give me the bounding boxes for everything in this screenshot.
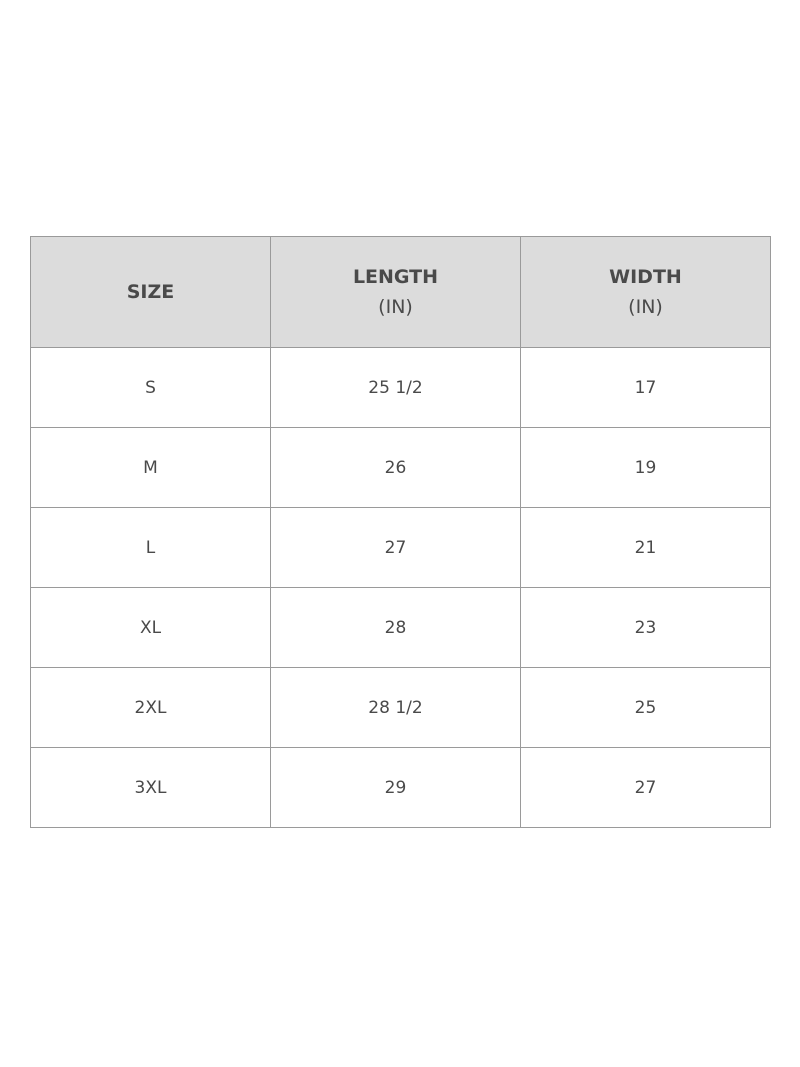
table-row: 2XL 28 1/2 25 — [30, 667, 771, 748]
table-cell: 2XL — [30, 667, 271, 748]
header-title: WIDTH — [609, 266, 682, 288]
header-cell: LENGTH (IN) — [270, 236, 521, 348]
table-row: M 26 19 — [30, 427, 771, 508]
table-header: SIZE LENGTH (IN) WIDTH (IN) — [30, 236, 771, 348]
table-cell: L — [30, 507, 271, 588]
table-cell: 29 — [270, 747, 521, 828]
table-cell: 23 — [520, 587, 771, 668]
header-title: SIZE — [126, 281, 175, 303]
table-cell: 3XL — [30, 747, 271, 828]
header-title: LENGTH — [352, 266, 439, 288]
table-cell: 27 — [270, 507, 521, 588]
header-cell: SIZE — [30, 236, 271, 348]
header-unit: (IN) — [628, 296, 663, 318]
table-row: L 27 21 — [30, 507, 771, 588]
header-unit: (IN) — [378, 296, 413, 318]
table-body: S 25 1/2 17 M 26 19 L 27 21 XL 28 23 2XL 28 1/2 25 3XL 2… — [30, 347, 771, 828]
table-cell: 19 — [520, 427, 771, 508]
table-cell: 25 1/2 — [270, 347, 521, 428]
size-table: SIZE LENGTH (IN) WIDTH (IN) S 25 1/2 17 M 26 19… — [30, 236, 771, 828]
table-cell: 27 — [520, 747, 771, 828]
table-row: 3XL 29 27 — [30, 747, 771, 828]
table-row: XL 28 23 — [30, 587, 771, 668]
table-cell: S — [30, 347, 271, 428]
table-cell: M — [30, 427, 271, 508]
table-cell: 28 — [270, 587, 521, 668]
table-cell: XL — [30, 587, 271, 668]
header-cell: WIDTH (IN) — [520, 236, 771, 348]
table-cell: 17 — [520, 347, 771, 428]
table-cell: 26 — [270, 427, 521, 508]
table-cell: 21 — [520, 507, 771, 588]
table-cell: 25 — [520, 667, 771, 748]
header-row: SIZE LENGTH (IN) WIDTH (IN) — [30, 236, 771, 348]
table-cell: 28 1/2 — [270, 667, 521, 748]
table-row: S 25 1/2 17 — [30, 347, 771, 428]
